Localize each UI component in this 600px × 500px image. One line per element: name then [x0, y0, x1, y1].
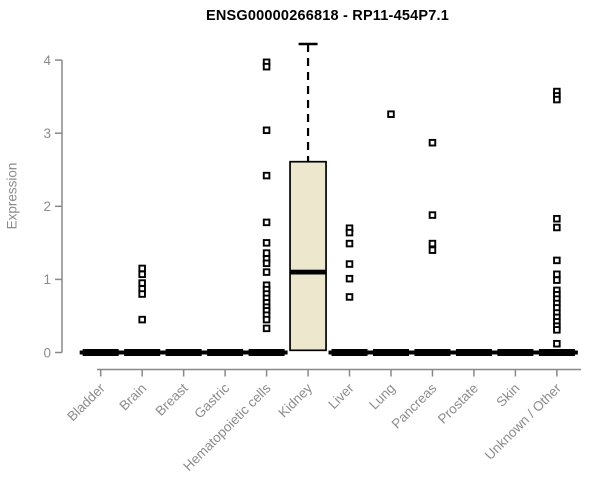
- outlier-point: [138, 290, 146, 298]
- x-category-label: Bladder: [64, 380, 108, 424]
- boxplot-flat-bar: [414, 349, 451, 356]
- outlier-point: [345, 274, 354, 283]
- boxplot-flat-bar: [497, 349, 534, 356]
- outlier-point: [138, 315, 146, 324]
- x-category-label: Kidney: [275, 380, 315, 420]
- x-category-label: Lung: [366, 381, 398, 413]
- outlier-point: [553, 214, 561, 223]
- boxplot-flat-bar: [455, 349, 492, 356]
- outlier-point: [553, 270, 561, 279]
- boxplot-box: [289, 160, 327, 352]
- y-tick-label: 0: [43, 345, 51, 360]
- median-line: [290, 269, 327, 275]
- x-category-label: Liver: [325, 380, 357, 412]
- y-tick-label: 1: [43, 272, 51, 287]
- x-category-label: Brain: [116, 381, 149, 414]
- outlier-point: [553, 256, 561, 265]
- chart-title: ENSG00000266818 - RP11-454P7.1: [205, 8, 449, 24]
- outlier-point: [428, 211, 437, 219]
- outlier-point: [428, 239, 437, 248]
- outlier-point: [553, 339, 561, 348]
- x-category-label: Prostate: [435, 381, 481, 427]
- y-tick-label: 3: [43, 126, 51, 141]
- boxplot-flat-bar: [248, 349, 285, 356]
- y-tick-label: 2: [43, 199, 51, 214]
- boxplot-flat-bar: [538, 349, 575, 356]
- boxplot-flat-bar: [165, 349, 202, 356]
- outlier-point: [387, 110, 395, 118]
- outlier-point: [138, 264, 146, 273]
- outlier-point: [262, 259, 271, 268]
- outlier-point: [262, 324, 271, 333]
- outlier-point: [262, 126, 271, 135]
- outlier-point: [262, 239, 271, 247]
- x-category-label: Unknown / Other: [482, 380, 565, 463]
- outlier-point: [262, 315, 271, 324]
- outlier-point: [428, 138, 437, 147]
- boxplot-flat-bar: [82, 349, 119, 356]
- outlier-point: [345, 239, 354, 248]
- x-category-label: Pancreas: [389, 380, 440, 431]
- x-category-label: Gastric: [191, 380, 232, 421]
- outlier-point: [138, 270, 146, 279]
- boxplot-flat-bar: [372, 349, 409, 356]
- outlier-point: [138, 279, 146, 287]
- outlier-point: [345, 293, 354, 301]
- outlier-point: [262, 249, 271, 257]
- outlier-point: [553, 95, 561, 104]
- boxplot-flat-bar: [207, 349, 244, 356]
- outlier-point: [262, 218, 271, 227]
- outlier-point: [553, 326, 561, 334]
- outlier-point: [553, 223, 561, 232]
- outlier-point: [345, 228, 354, 237]
- outlier-point: [262, 268, 271, 276]
- boxplot-flat-bar: [331, 349, 368, 356]
- outlier-point: [428, 246, 437, 254]
- x-category-label: Skin: [493, 381, 522, 410]
- y-tick-label: 4: [43, 53, 51, 68]
- outlier-point: [345, 260, 354, 268]
- outlier-point: [262, 171, 271, 180]
- boxplot-flat-bar: [124, 349, 161, 356]
- x-category-label: Breast: [153, 380, 191, 418]
- outlier-point: [262, 62, 271, 71]
- outlier-point: [553, 276, 561, 284]
